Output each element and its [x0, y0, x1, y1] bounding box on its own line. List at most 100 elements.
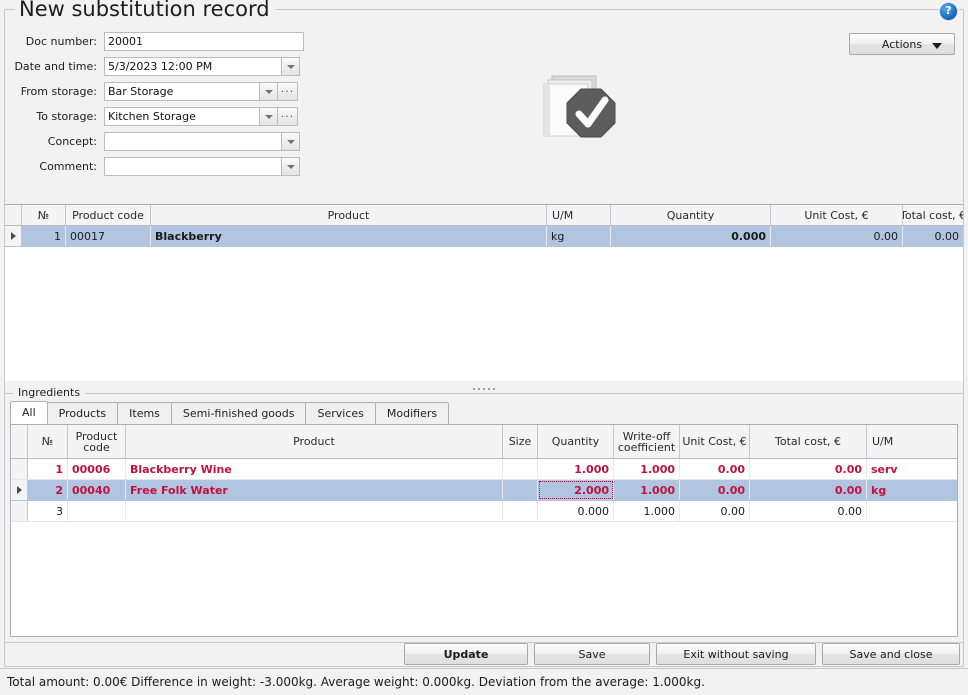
row-pointer-icon: [10, 232, 16, 240]
tab-semi-finished-goods[interactable]: Semi-finished goods: [170, 402, 307, 424]
row-indicator-cell[interactable]: [11, 480, 28, 500]
concept-input[interactable]: [104, 132, 281, 151]
cell-total-cost[interactable]: 0.00: [934, 229, 960, 243]
cell-no[interactable]: 3: [28, 501, 68, 521]
tab-all[interactable]: All: [10, 401, 48, 424]
tab-products[interactable]: Products: [46, 402, 119, 424]
chevron-down-icon: [286, 64, 295, 69]
cell-writeoff[interactable]: 1.000: [614, 501, 680, 521]
cell-product[interactable]: Blackberry Wine: [126, 459, 503, 479]
concept-dropdown-button[interactable]: [281, 132, 300, 151]
cell-total-cost[interactable]: 0.00: [750, 459, 867, 479]
from-storage-browse-button[interactable]: ...: [278, 82, 298, 101]
ingredients-grid[interactable]: № Product code Product Size Quantity Wri…: [10, 424, 958, 637]
help-question-icon[interactable]: ?: [939, 2, 958, 21]
field-row-comment: Comment:: [5, 157, 315, 176]
cell-product-code[interactable]: [68, 501, 126, 521]
col-product-code[interactable]: Product code: [66, 205, 151, 225]
date-time-input[interactable]: 5/3/2023 12:00 PM: [104, 57, 281, 76]
cell-size[interactable]: [503, 480, 538, 500]
ingredients-group-label: Ingredients: [13, 386, 86, 399]
to-storage-input[interactable]: Kitchen Storage: [104, 107, 259, 126]
cell-unit-cost[interactable]: 0.00: [680, 459, 750, 479]
cell-quantity[interactable]: 2.000: [538, 480, 614, 500]
row-indicator-cell[interactable]: [11, 459, 28, 479]
cell-um[interactable]: [867, 501, 957, 521]
cell-product-code[interactable]: 00006: [68, 459, 126, 479]
cell-product-code[interactable]: 00017: [66, 226, 151, 246]
cell-product[interactable]: [126, 501, 503, 521]
cell-quantity[interactable]: 0.000: [611, 226, 771, 246]
substitution-products-grid[interactable]: № Product code Product U/M Quantity Unit…: [5, 204, 963, 382]
cell-size[interactable]: [503, 501, 538, 521]
tab-items[interactable]: Items: [117, 402, 172, 424]
col-size[interactable]: Size: [503, 425, 538, 458]
col-product-code[interactable]: Product code: [68, 425, 126, 458]
row-indicator-cell[interactable]: [11, 501, 28, 521]
cell-um[interactable]: kg: [547, 226, 611, 246]
cell-writeoff[interactable]: 1.000: [614, 480, 680, 500]
field-row-doc-number: Doc number: 20001: [5, 32, 315, 51]
cell-um[interactable]: kg: [871, 483, 887, 497]
cell-um[interactable]: serv: [871, 462, 898, 476]
cell-size[interactable]: [503, 459, 538, 479]
cell-total-cost[interactable]: 0.00: [750, 501, 867, 521]
from-storage-input[interactable]: Bar Storage: [104, 82, 259, 101]
table-row[interactable]: 3 0.000 1.000 0.00 0.00: [11, 501, 957, 522]
dialog-button-bar: Update Save Exit without saving Save and…: [404, 643, 960, 665]
chevron-down-icon: [286, 164, 295, 169]
actions-button[interactable]: Actions: [849, 33, 955, 55]
table-row[interactable]: 2 00040 Free Folk Water 2.000 1.000 0.00…: [11, 480, 957, 501]
col-indicator[interactable]: [11, 425, 28, 458]
from-storage-dropdown-button[interactable]: [259, 82, 278, 101]
cell-unit-cost[interactable]: 0.00: [771, 226, 903, 246]
col-indicator[interactable]: [5, 205, 22, 225]
col-unit-cost[interactable]: Unit Cost, €: [680, 425, 750, 458]
date-time-dropdown-button[interactable]: [281, 57, 300, 76]
col-total-cost[interactable]: Total cost, €: [750, 425, 867, 458]
comment-dropdown-button[interactable]: [281, 157, 300, 176]
cell-no[interactable]: 2: [28, 480, 68, 500]
col-quantity[interactable]: Quantity: [538, 425, 614, 458]
field-row-from-storage: From storage: Bar Storage ...: [5, 82, 315, 101]
label-concept: Concept:: [47, 135, 97, 148]
statusbar-text: Total amount: 0.00€ Difference in weight…: [7, 675, 705, 689]
tab-services[interactable]: Services: [305, 402, 376, 424]
col-unit-cost[interactable]: Unit Cost, €: [771, 205, 903, 225]
cell-quantity[interactable]: 0.000: [538, 501, 614, 521]
comment-input[interactable]: [104, 157, 281, 176]
cell-total-cost[interactable]: 0.00: [750, 480, 867, 500]
cell-unit-cost[interactable]: 0.00: [680, 480, 750, 500]
cell-writeoff[interactable]: 1.000: [614, 459, 680, 479]
doc-number-input[interactable]: 20001: [104, 32, 304, 51]
to-storage-browse-button[interactable]: ...: [278, 107, 298, 126]
row-indicator-cell[interactable]: [5, 226, 22, 246]
label-from-storage: From storage:: [20, 85, 97, 98]
cell-no[interactable]: 1: [22, 226, 66, 246]
col-product[interactable]: Product: [126, 425, 503, 458]
table-row[interactable]: 1 00006 Blackberry Wine 1.000 1.000 0.00…: [11, 459, 957, 480]
cell-product-code[interactable]: 00040: [68, 480, 126, 500]
save-and-close-button[interactable]: Save and close: [822, 643, 960, 665]
cell-unit-cost[interactable]: 0.00: [680, 501, 750, 521]
label-date-time: Date and time:: [14, 60, 97, 73]
col-no[interactable]: №: [22, 205, 66, 225]
table-row[interactable]: 1 00017 Blackberry kg 0.000 0.00 0.00: [5, 226, 963, 247]
col-quantity[interactable]: Quantity: [611, 205, 771, 225]
tab-modifiers[interactable]: Modifiers: [374, 402, 450, 424]
col-total-cost[interactable]: Total cost, €: [903, 205, 963, 225]
col-no[interactable]: №: [28, 425, 68, 458]
col-product[interactable]: Product: [151, 205, 547, 225]
to-storage-dropdown-button[interactable]: [259, 107, 278, 126]
col-writeoff-coefficient[interactable]: Write-off coefficient: [614, 425, 680, 458]
cell-no[interactable]: 1: [28, 459, 68, 479]
exit-without-saving-button[interactable]: Exit without saving: [656, 643, 816, 665]
save-button[interactable]: Save: [534, 643, 650, 665]
cell-quantity[interactable]: 1.000: [538, 459, 614, 479]
cell-product[interactable]: Blackberry: [151, 226, 547, 246]
document-approved-icon: [538, 68, 622, 146]
col-um[interactable]: U/M: [867, 425, 957, 458]
update-button[interactable]: Update: [404, 643, 528, 665]
col-um[interactable]: U/M: [547, 205, 611, 225]
cell-product[interactable]: Free Folk Water: [126, 480, 503, 500]
